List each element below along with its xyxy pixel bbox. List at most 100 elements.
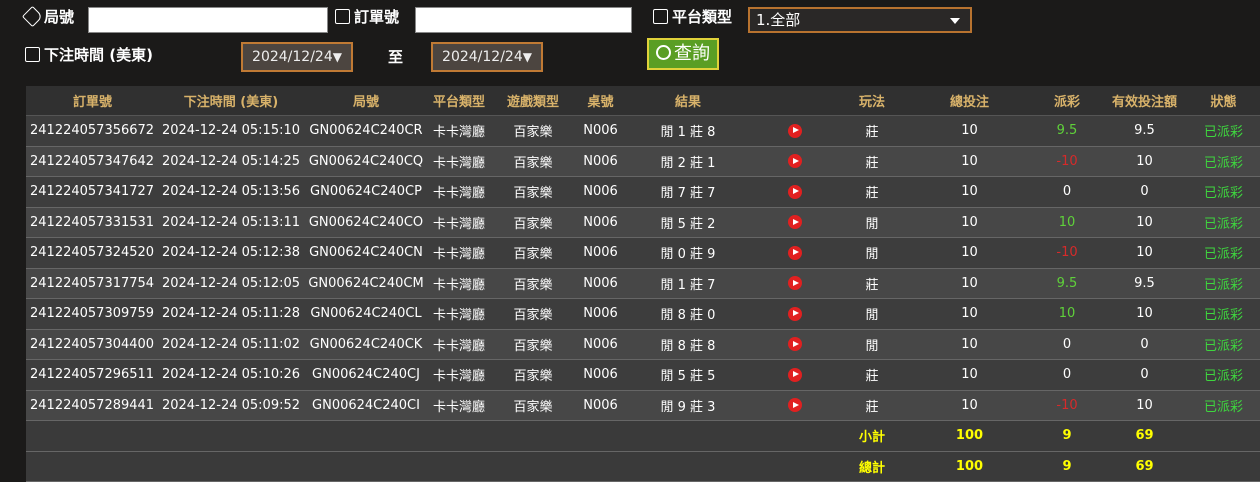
payout: 10 (1032, 298, 1102, 330)
replay-icon[interactable] (787, 367, 802, 382)
replay-cell (752, 176, 837, 208)
result: 閒 8 莊 0 (624, 298, 752, 330)
status: 已派彩 (1187, 298, 1260, 330)
payout: 9.5 (1032, 268, 1102, 299)
round-input[interactable] (88, 7, 328, 33)
play-type: 閒 (837, 237, 907, 269)
payout: -10 (1032, 237, 1102, 269)
payout: 0 (1032, 176, 1102, 208)
replay-icon[interactable] (787, 398, 802, 413)
summary-payout: 9 (1032, 420, 1102, 452)
total-bet: 10 (907, 390, 1032, 421)
order-no: 241224057309759 (26, 298, 159, 330)
play-type: 莊 (837, 176, 907, 208)
game-type: 百家樂 (489, 268, 577, 299)
bet-time: 2024-12-24 05:13:11 (159, 207, 303, 238)
result: 閒 8 莊 8 (624, 329, 752, 360)
game-type: 百家樂 (489, 298, 577, 330)
result: 閒 5 莊 5 (624, 359, 752, 391)
time-label-text: 下注時間 (美東) (44, 46, 153, 64)
time-label: 下注時間 (美東) (25, 44, 153, 65)
replay-icon[interactable] (787, 245, 802, 260)
to-label: 至 (388, 48, 404, 66)
summary-row: 小計 100 9 69 (26, 420, 1260, 452)
round-no: GN00624C240CN (303, 237, 429, 269)
game-type: 百家樂 (489, 115, 577, 147)
round-label: 局號 (21, 5, 75, 28)
play-type: 閒 (837, 207, 907, 238)
platform-select[interactable]: 1.全部 (748, 7, 972, 33)
platform: 卡卡灣廳 (429, 237, 489, 269)
column-header (752, 86, 837, 116)
game-type: 百家樂 (489, 237, 577, 269)
platform: 卡卡灣廳 (429, 268, 489, 299)
column-header: 派彩 (1032, 86, 1102, 116)
round-no: GN00624C240CI (303, 390, 429, 421)
order-input[interactable] (415, 7, 632, 33)
replay-icon[interactable] (787, 184, 802, 199)
summary-label: 總計 (837, 451, 907, 482)
total-bet: 10 (907, 268, 1032, 299)
replay-icon[interactable] (787, 215, 802, 230)
order-no: 241224057347642 (26, 146, 159, 177)
play-type: 莊 (837, 115, 907, 147)
payout: 0 (1032, 359, 1102, 391)
payout: -10 (1032, 146, 1102, 177)
replay-icon[interactable] (787, 123, 802, 138)
round-no: GN00624C240CP (303, 176, 429, 208)
replay-cell (752, 207, 837, 238)
table-row: 241224057341727 2024-12-24 05:13:56 GN0062… (26, 176, 1260, 208)
table-no: N006 (577, 207, 624, 238)
replay-cell (752, 115, 837, 147)
table-row: 241224057304400 2024-12-24 05:11:02 GN0062… (26, 329, 1260, 360)
date-from[interactable]: 2024/12/24 (241, 42, 353, 72)
round-no: GN00624C240CL (303, 298, 429, 330)
replay-icon[interactable] (787, 337, 802, 352)
game-type: 百家樂 (489, 176, 577, 208)
order-no: 241224057296511 (26, 359, 159, 391)
game-type: 百家樂 (489, 146, 577, 177)
result: 閒 2 莊 1 (624, 146, 752, 177)
replay-icon[interactable] (787, 154, 802, 169)
total-bet: 10 (907, 146, 1032, 177)
date-to[interactable]: 2024/12/24 (431, 42, 543, 72)
table-no: N006 (577, 115, 624, 147)
column-header: 狀態 (1187, 86, 1260, 116)
table-no: N006 (577, 390, 624, 421)
status: 已派彩 (1187, 268, 1260, 299)
platform: 卡卡灣廳 (429, 329, 489, 360)
bet-time: 2024-12-24 05:15:10 (159, 115, 303, 147)
column-header: 局號 (303, 86, 429, 116)
round-no: GN00624C240CM (303, 268, 429, 299)
table-row: 241224057347642 2024-12-24 05:14:25 GN0062… (26, 146, 1260, 177)
table-no: N006 (577, 237, 624, 269)
play-type: 莊 (837, 359, 907, 391)
replay-cell (752, 237, 837, 269)
replay-icon[interactable] (787, 276, 802, 291)
query-button-text: 查詢 (674, 43, 710, 64)
result: 閒 7 莊 7 (624, 176, 752, 208)
round-label-text: 局號 (44, 8, 75, 26)
platform: 卡卡灣廳 (429, 146, 489, 177)
valid-bet: 10 (1102, 146, 1187, 177)
round-no: GN00624C240CQ (303, 146, 429, 177)
game-type: 百家樂 (489, 359, 577, 391)
summary-label: 小計 (837, 420, 907, 452)
total-bet: 10 (907, 329, 1032, 360)
valid-bet: 0 (1102, 176, 1187, 208)
query-button[interactable]: 查詢 (647, 38, 719, 70)
valid-bet: 0 (1102, 329, 1187, 360)
platform: 卡卡灣廳 (429, 298, 489, 330)
bet-time: 2024-12-24 05:12:05 (159, 268, 303, 299)
summary-blank (1187, 451, 1260, 482)
valid-bet: 10 (1102, 237, 1187, 269)
table-row: 241224057356672 2024-12-24 05:15:10 GN0062… (26, 115, 1260, 147)
replay-icon[interactable] (787, 306, 802, 321)
status: 已派彩 (1187, 146, 1260, 177)
order-no: 241224057304400 (26, 329, 159, 360)
replay-cell (752, 298, 837, 330)
summary-row: 總計 100 9 69 (26, 451, 1260, 482)
total-bet: 10 (907, 298, 1032, 330)
round-no: GN00624C240CR (303, 115, 429, 147)
table-no: N006 (577, 176, 624, 208)
